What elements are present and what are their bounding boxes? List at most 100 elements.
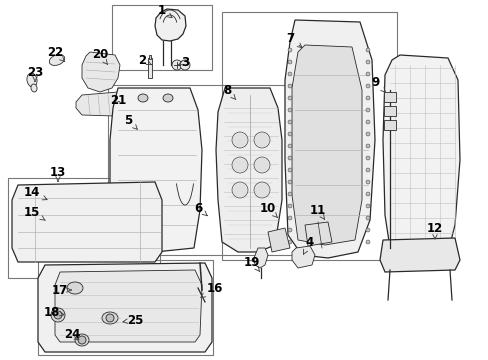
Text: 5: 5	[123, 113, 137, 129]
Text: 23: 23	[27, 66, 43, 81]
Circle shape	[253, 182, 269, 198]
Ellipse shape	[138, 94, 148, 102]
Text: 6: 6	[193, 202, 207, 216]
Ellipse shape	[106, 314, 114, 322]
Circle shape	[287, 168, 291, 172]
Text: 3: 3	[178, 55, 189, 68]
Circle shape	[287, 60, 291, 64]
Polygon shape	[12, 182, 162, 262]
Bar	[383, 120, 395, 130]
Bar	[222, 12, 396, 260]
Circle shape	[287, 120, 291, 124]
Text: 13: 13	[50, 166, 66, 181]
Text: 18: 18	[44, 306, 64, 319]
Circle shape	[172, 60, 182, 70]
Polygon shape	[155, 9, 185, 41]
Circle shape	[287, 72, 291, 76]
Text: 11: 11	[309, 203, 325, 220]
Ellipse shape	[49, 55, 64, 66]
Text: 1: 1	[158, 4, 172, 18]
Bar	[383, 106, 395, 116]
Circle shape	[287, 84, 291, 88]
Circle shape	[365, 132, 369, 136]
Circle shape	[365, 144, 369, 148]
Ellipse shape	[163, 94, 173, 102]
Ellipse shape	[75, 334, 89, 346]
Text: 15: 15	[24, 206, 45, 220]
Bar	[149, 55, 151, 59]
Text: 16: 16	[201, 282, 223, 297]
Ellipse shape	[102, 312, 118, 324]
Circle shape	[287, 192, 291, 196]
Text: 14: 14	[24, 186, 47, 200]
Ellipse shape	[51, 308, 65, 322]
Text: 7: 7	[285, 31, 302, 48]
Circle shape	[180, 60, 190, 70]
Circle shape	[287, 132, 291, 136]
Text: 10: 10	[259, 202, 277, 217]
Circle shape	[287, 156, 291, 160]
Text: 19: 19	[244, 256, 260, 271]
Circle shape	[287, 48, 291, 52]
Bar	[38, 260, 213, 355]
Polygon shape	[38, 263, 212, 352]
Text: 22: 22	[47, 45, 64, 62]
Circle shape	[231, 182, 247, 198]
Circle shape	[287, 240, 291, 244]
Text: 12: 12	[426, 221, 442, 239]
Polygon shape	[216, 88, 282, 252]
Text: 20: 20	[92, 49, 108, 64]
Circle shape	[253, 157, 269, 173]
Ellipse shape	[27, 73, 37, 87]
Text: 17: 17	[52, 284, 71, 297]
Circle shape	[231, 157, 247, 173]
Circle shape	[287, 204, 291, 208]
Bar	[383, 92, 395, 102]
Ellipse shape	[67, 282, 83, 294]
Circle shape	[287, 216, 291, 220]
Circle shape	[365, 168, 369, 172]
Polygon shape	[267, 228, 289, 252]
Circle shape	[365, 228, 369, 232]
Circle shape	[287, 228, 291, 232]
Circle shape	[365, 156, 369, 160]
Text: 21: 21	[110, 94, 126, 107]
Polygon shape	[305, 222, 331, 246]
Polygon shape	[379, 238, 459, 272]
Circle shape	[287, 180, 291, 184]
Bar	[148, 58, 152, 78]
Circle shape	[231, 132, 247, 148]
Circle shape	[287, 96, 291, 100]
Ellipse shape	[78, 336, 86, 344]
Polygon shape	[291, 246, 314, 268]
Polygon shape	[82, 52, 120, 92]
Circle shape	[365, 204, 369, 208]
Ellipse shape	[31, 84, 37, 92]
Circle shape	[365, 216, 369, 220]
Circle shape	[253, 132, 269, 148]
Circle shape	[287, 144, 291, 148]
Text: 4: 4	[303, 235, 313, 254]
Polygon shape	[285, 20, 374, 258]
Text: 25: 25	[123, 314, 143, 327]
Bar	[8, 178, 160, 278]
Circle shape	[365, 48, 369, 52]
Ellipse shape	[54, 311, 62, 319]
Polygon shape	[382, 55, 459, 258]
Text: 24: 24	[63, 328, 80, 342]
Polygon shape	[76, 92, 125, 116]
Polygon shape	[55, 270, 202, 342]
Circle shape	[365, 96, 369, 100]
Circle shape	[365, 180, 369, 184]
Bar	[112, 5, 212, 70]
Text: 8: 8	[223, 84, 235, 100]
Circle shape	[365, 60, 369, 64]
Circle shape	[287, 108, 291, 112]
Polygon shape	[253, 248, 267, 268]
Circle shape	[365, 192, 369, 196]
Text: 9: 9	[371, 76, 385, 92]
Circle shape	[365, 240, 369, 244]
Polygon shape	[291, 45, 361, 245]
Circle shape	[365, 72, 369, 76]
Text: 2: 2	[138, 54, 151, 67]
